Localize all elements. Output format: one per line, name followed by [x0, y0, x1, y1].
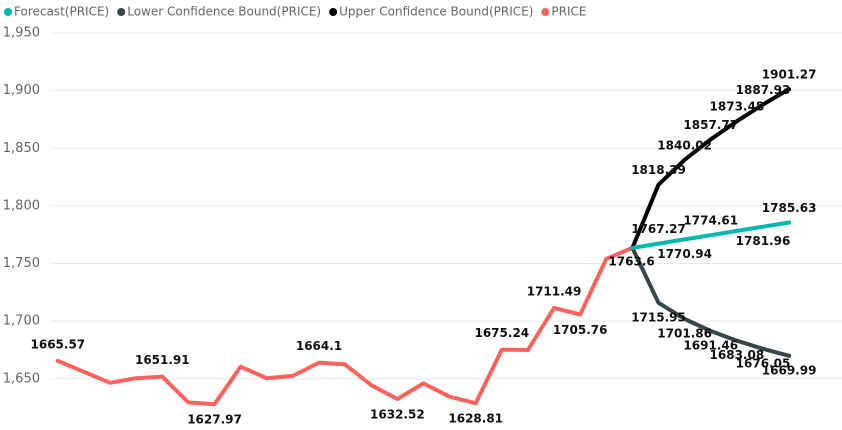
data-label: 1781.96	[736, 234, 791, 248]
legend-marker	[541, 8, 550, 16]
data-label: 1665.57	[31, 337, 86, 351]
data-label: 1763.6	[608, 254, 654, 268]
data-label: 1767.27	[631, 222, 686, 236]
data-label: 1683.08	[710, 348, 765, 362]
y-tick-label: 1,650	[3, 371, 40, 386]
data-label: 1785.63	[762, 201, 817, 215]
series-line	[630, 220, 792, 250]
data-label: 1669.99	[762, 363, 817, 377]
data-label: 1873.48	[710, 100, 765, 114]
legend-label: Lower Confidence Bound(PRICE)	[127, 5, 321, 19]
legend-label: Upper Confidence Bound(PRICE)	[339, 5, 533, 19]
data-label: 1887.93	[736, 83, 791, 97]
data-label: 1627.97	[187, 413, 242, 427]
y-tick-label: 1,800	[3, 198, 40, 213]
data-label: 1901.27	[762, 68, 817, 82]
data-label: 1840.02	[657, 138, 712, 152]
series-line	[55, 245, 635, 407]
series-line	[630, 87, 792, 250]
legend-marker	[117, 8, 126, 16]
y-tick-label: 1,700	[3, 314, 40, 329]
data-label: 1628.81	[448, 412, 503, 426]
data-label: 1857.77	[683, 118, 738, 132]
data-label: 1676.05	[736, 356, 791, 370]
data-label: 1701.86	[657, 327, 712, 341]
legend-marker	[4, 8, 12, 16]
legend-label: Forecast(PRICE)	[14, 5, 109, 19]
data-label: 1770.94	[657, 247, 712, 261]
data-label: 1675.24	[474, 326, 529, 340]
legend-label: PRICE	[551, 5, 586, 19]
data-label: 1774.61	[683, 214, 738, 228]
data-label: 1632.52	[370, 407, 425, 421]
data-label: 1818.39	[631, 163, 686, 177]
data-label: 1705.76	[553, 323, 608, 337]
data-label: 1664.1	[296, 339, 342, 353]
y-tick-label: 1,900	[3, 83, 40, 98]
legend-marker	[329, 8, 338, 16]
y-tick-label: 1,750	[3, 256, 40, 271]
y-tick-label: 1,950	[3, 26, 40, 41]
series-line	[630, 245, 792, 358]
data-label: 1691.46	[683, 339, 738, 353]
y-tick-label: 1,850	[3, 141, 40, 156]
data-label: 1715.95	[631, 310, 686, 324]
data-label: 1651.91	[135, 353, 190, 367]
data-label: 1711.49	[527, 284, 582, 298]
